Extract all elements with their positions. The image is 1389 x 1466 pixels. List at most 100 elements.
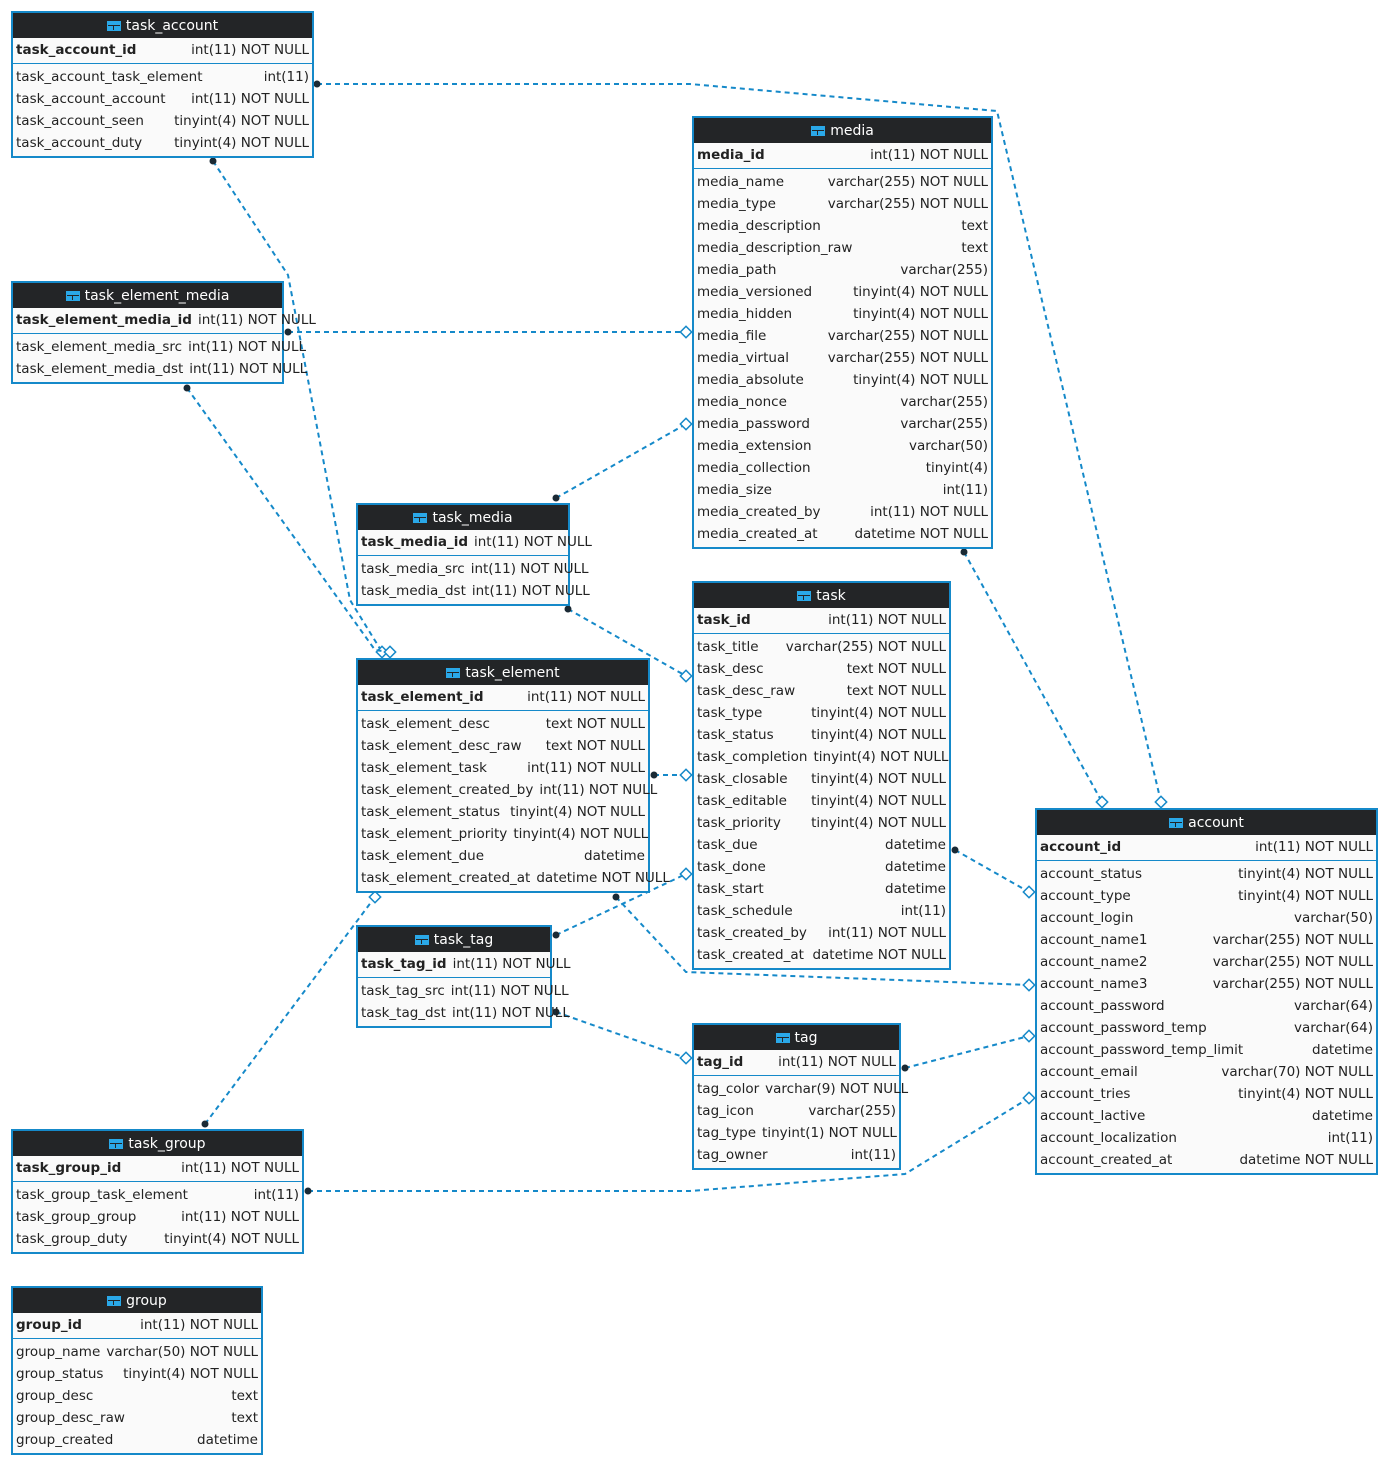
column-name: media_path bbox=[697, 262, 777, 278]
primary-key-row: account_id int(11) NOT NULL bbox=[1037, 835, 1376, 861]
column-name: task_element_media_dst bbox=[16, 361, 184, 377]
table-account[interactable]: account account_id int(11) NOT NULL account… bbox=[1035, 808, 1378, 1175]
table-task-element[interactable]: task_element task_element_id int(11) NOT N… bbox=[356, 658, 670, 893]
column-name: account_password_temp_limit bbox=[1040, 1042, 1244, 1058]
relation-line-task_tag-to-tag bbox=[555, 1011, 687, 1059]
table-task-tag[interactable]: task_tag task_tag_id int(11) NOT NULL task_… bbox=[356, 925, 571, 1028]
table-task[interactable]: task task_id int(11) NOT NULL task_title var… bbox=[692, 581, 951, 970]
column-name: group_created bbox=[16, 1432, 114, 1448]
table-header[interactable]: task_group bbox=[13, 1131, 302, 1156]
table-header[interactable]: task bbox=[694, 583, 949, 608]
column-row: group_desc text bbox=[13, 1385, 261, 1407]
column-row: account_login varchar(50) bbox=[1037, 907, 1376, 929]
column-row: media_collection tinyint(4) bbox=[694, 457, 991, 479]
table-header[interactable]: account bbox=[1037, 810, 1376, 835]
column-name: group_name bbox=[16, 1344, 101, 1360]
table-task-group[interactable]: task_group task_group_id int(11) NOT NULL t… bbox=[11, 1129, 304, 1254]
column-row: task_account_account int(11) NOT NULL bbox=[13, 88, 312, 110]
column-type: text bbox=[231, 1388, 258, 1404]
table-icon bbox=[109, 1138, 124, 1149]
column-type: varchar(70) NOT NULL bbox=[1221, 1064, 1373, 1080]
column-row: tag_icon varchar(255) bbox=[694, 1100, 899, 1122]
column-type: varchar(255) NOT NULL bbox=[1212, 976, 1373, 992]
many-end-diamond-icon bbox=[679, 417, 693, 431]
table-header[interactable]: media bbox=[694, 118, 991, 143]
column-row: task_account_task_element int(11) bbox=[13, 66, 312, 88]
column-name: task_media_dst bbox=[361, 583, 466, 599]
table-header[interactable]: tag bbox=[694, 1025, 899, 1050]
one-end-dot-icon bbox=[552, 1008, 560, 1016]
table-header[interactable]: task_account bbox=[13, 13, 312, 38]
column-type: tinyint(4) NOT NULL bbox=[1238, 866, 1373, 882]
column-row: task_title varchar(255) NOT NULL bbox=[694, 636, 949, 658]
column-name: media_password bbox=[697, 416, 810, 432]
column-row: task_group_task_element int(11) bbox=[13, 1184, 302, 1206]
column-name: media_versioned bbox=[697, 284, 813, 300]
column-row: media_extension varchar(50) bbox=[694, 435, 991, 457]
column-row: task_element_created_at datetime NOT NULL bbox=[358, 867, 670, 889]
column-row: task_desc_raw text NOT NULL bbox=[694, 680, 949, 702]
column-row: account_name3 varchar(255) NOT NULL bbox=[1037, 973, 1376, 995]
relation-line-task-to-account bbox=[954, 849, 1030, 893]
relation-line-media-to-account bbox=[963, 551, 1103, 803]
one-end-dot-icon bbox=[183, 384, 191, 392]
many-end-diamond-icon bbox=[1022, 1091, 1036, 1105]
column-row: task_element_task int(11) NOT NULL bbox=[358, 757, 648, 779]
table-task-media[interactable]: task_media task_media_id int(11) NOT NULL t… bbox=[356, 503, 592, 606]
column-row: media_nonce varchar(255) bbox=[694, 391, 991, 413]
column-type: tinyint(4) NOT NULL bbox=[510, 804, 645, 820]
column-type: text bbox=[961, 240, 988, 256]
column-name: task_element_priority bbox=[361, 826, 508, 842]
table-header[interactable]: task_element_media bbox=[13, 283, 282, 308]
column-row: task_created_by int(11) NOT NULL bbox=[694, 922, 949, 944]
column-type: int(11) NOT NULL bbox=[870, 504, 988, 520]
column-type: int(11) NOT NULL bbox=[188, 339, 306, 355]
column-name: account_localization bbox=[1040, 1130, 1177, 1146]
table-task-account[interactable]: task_account task_account_id int(11) NOT N… bbox=[11, 11, 314, 158]
table-header[interactable]: task_tag bbox=[358, 927, 550, 952]
column-name: account_email bbox=[1040, 1064, 1138, 1080]
column-name: media_created_at bbox=[697, 526, 818, 542]
column-row: task_element_desc text NOT NULL bbox=[358, 713, 648, 735]
table-header[interactable]: group bbox=[13, 1288, 261, 1313]
column-name: task_element_due bbox=[361, 848, 485, 864]
many-end-diamond-icon bbox=[679, 669, 693, 683]
column-type: int(11) NOT NULL bbox=[181, 1209, 299, 1225]
table-icon bbox=[107, 1295, 122, 1306]
column-name: task_priority bbox=[697, 815, 781, 831]
one-end-dot-icon bbox=[284, 328, 292, 336]
column-name: task_schedule bbox=[697, 903, 793, 919]
column-row: account_password_temp varchar(64) bbox=[1037, 1017, 1376, 1039]
column-name: account_created_at bbox=[1040, 1152, 1173, 1168]
relation-line-task_account-to-task_element bbox=[212, 160, 383, 653]
column-row: task_element_created_by int(11) NOT NULL bbox=[358, 779, 657, 801]
table-group[interactable]: group group_id int(11) NOT NULL group_name v… bbox=[11, 1286, 263, 1455]
column-type: int(11) NOT NULL bbox=[1255, 839, 1373, 855]
many-end-diamond-icon bbox=[383, 645, 397, 659]
column-row: account_created_at datetime NOT NULL bbox=[1037, 1149, 1376, 1171]
table-name: task bbox=[816, 587, 846, 604]
table-name: task_tag bbox=[433, 931, 494, 948]
column-name: task_due bbox=[697, 837, 758, 853]
one-end-dot-icon bbox=[951, 846, 959, 854]
column-name: task_status bbox=[697, 727, 774, 743]
column-type: tinyint(4) NOT NULL bbox=[811, 727, 946, 743]
column-type: int(11) NOT NULL bbox=[471, 583, 590, 599]
column-row: tag_owner int(11) bbox=[694, 1144, 899, 1166]
column-name: media_virtual bbox=[697, 350, 789, 366]
column-row: account_password varchar(64) bbox=[1037, 995, 1376, 1017]
table-tag[interactable]: tag tag_id int(11) NOT NULL tag_color varcha… bbox=[692, 1023, 908, 1170]
column-type: varchar(255) NOT NULL bbox=[1212, 954, 1373, 970]
column-name: tag_type bbox=[697, 1125, 757, 1141]
column-type: int(11) NOT NULL bbox=[778, 1054, 896, 1070]
column-name: task_created_by bbox=[697, 925, 807, 941]
table-media[interactable]: media media_id int(11) NOT NULL media_name v… bbox=[692, 116, 993, 549]
column-name: task_account_account bbox=[16, 91, 166, 107]
table-task-element-media[interactable]: task_element_media task_element_media_id i… bbox=[11, 281, 316, 384]
column-type: int(11) NOT NULL bbox=[451, 1005, 570, 1021]
table-header[interactable]: task_element bbox=[358, 660, 648, 685]
column-name: media_description bbox=[697, 218, 821, 234]
table-header[interactable]: task_media bbox=[358, 505, 568, 530]
column-row: media_description text bbox=[694, 215, 991, 237]
column-name: task_tag_dst bbox=[361, 1005, 446, 1021]
